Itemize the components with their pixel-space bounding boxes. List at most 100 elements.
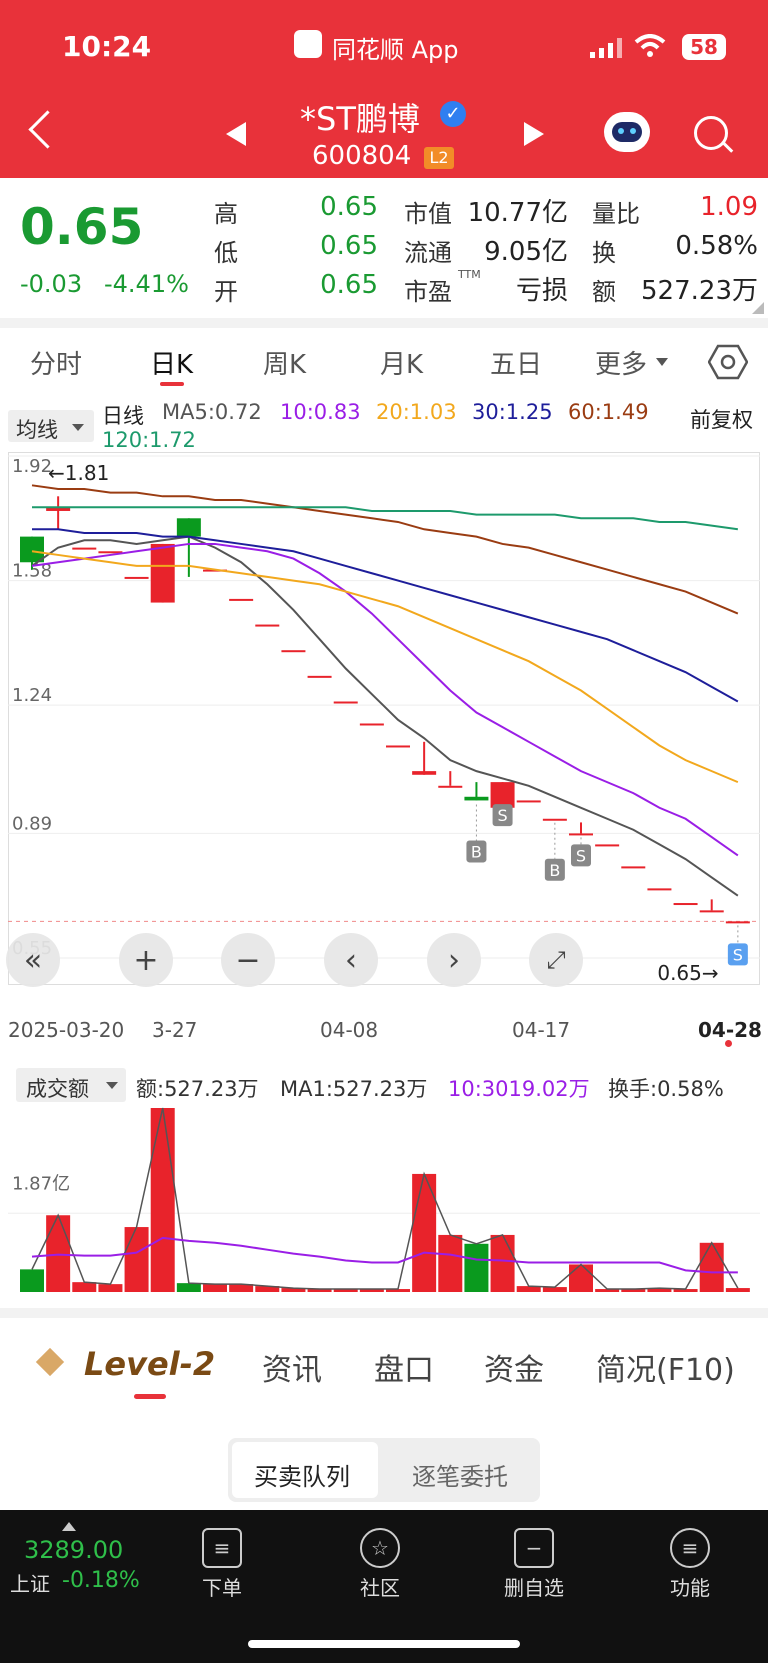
search-icon[interactable] <box>694 116 728 150</box>
tab-weekly[interactable]: 周K <box>263 350 307 380</box>
index-change: -0.18% <box>62 1568 140 1593</box>
low-value: 0.65 <box>320 231 378 261</box>
tab-news[interactable]: 资讯 <box>262 1353 322 1388</box>
amount-value: 527.23万 <box>641 276 758 306</box>
candle-body <box>72 547 97 550</box>
quote-panel: 0.65 -0.03 -4.41% 高 低 开 0.65 0.65 0.65 市… <box>0 178 768 318</box>
robot-assistant-icon[interactable] <box>604 112 650 152</box>
candle-body <box>464 796 489 801</box>
tab-intraday[interactable]: 分时 <box>30 350 83 380</box>
volume-bar <box>438 1234 463 1292</box>
tab-funds[interactable]: 资金 <box>484 1353 544 1388</box>
segment-queue-label: 买卖队列 <box>254 1463 350 1491</box>
volume-bar <box>124 1227 149 1292</box>
volume-bar <box>673 1289 698 1292</box>
verified-icon: ✓ <box>440 101 466 127</box>
scroll-right-icon[interactable]: › <box>427 933 481 987</box>
adjust-mode[interactable]: 前复权 <box>690 408 753 432</box>
signal-badge <box>466 840 487 863</box>
signal-label: S <box>576 846 586 865</box>
candle-body <box>333 701 358 704</box>
vol-ratio-label: 量比 <box>592 200 640 228</box>
x-tick: 04-08 <box>320 1018 379 1042</box>
volume-y-tick: 1.87亿 <box>12 1174 70 1195</box>
candle-body <box>595 844 620 847</box>
segment-queue[interactable] <box>232 1442 378 1498</box>
price-change-pct: -4.41% <box>104 270 189 298</box>
settings-hexagon-icon[interactable] <box>707 344 749 384</box>
tab-monthly[interactable]: 月K <box>380 350 424 380</box>
candle-body <box>490 782 515 808</box>
candle-body <box>98 551 123 554</box>
signal-badge <box>492 804 513 827</box>
tab-more[interactable]: 更多 <box>595 350 648 380</box>
mcap-label: 市值 <box>404 200 452 228</box>
status-time: 10:24 <box>62 30 152 63</box>
candle-body <box>412 771 437 775</box>
battery-icon: 58 <box>682 34 726 60</box>
signal-label: B <box>549 861 560 880</box>
volume-bar <box>699 1242 724 1292</box>
ma60-value: 60:1.49 <box>568 400 649 424</box>
tab-orderbook[interactable]: 盘口 <box>374 1353 434 1388</box>
candle-body <box>438 785 463 788</box>
index-value[interactable]: 3289.00 <box>24 1536 124 1564</box>
pe-value: 亏损 <box>515 276 568 306</box>
ma-line-MA5 <box>31 535 739 897</box>
rewind-icon[interactable]: « <box>6 933 60 987</box>
volume-bar <box>490 1234 515 1292</box>
ma5-value: MA5:0.72 <box>162 400 262 424</box>
home-indicator <box>248 1640 520 1648</box>
tab-five-day[interactable]: 五日 <box>490 350 543 380</box>
x-tick: 04-28 <box>698 1018 762 1042</box>
low-label: 低 <box>214 239 238 267</box>
nav-order[interactable]: ≡ 下单 <box>172 1520 272 1601</box>
star-badge-icon: ☆ <box>360 1528 400 1568</box>
candlestick-chart[interactable]: 1.921.581.240.890.55BSBSS←1.810.65→ <box>8 452 760 1002</box>
level-badge: L2 <box>424 147 454 169</box>
index-up-caret-icon <box>62 1522 76 1531</box>
volume-bar <box>542 1287 567 1292</box>
nav-community[interactable]: ☆ 社区 <box>330 1520 430 1601</box>
tab-level2[interactable]: Level-2 <box>84 1345 216 1383</box>
candle-body <box>647 888 672 891</box>
float-value: 9.05亿 <box>484 237 568 267</box>
high-value: 0.65 <box>320 192 378 222</box>
turnover-label: 换 <box>592 239 616 267</box>
ma30-value: 30:1.25 <box>472 400 553 424</box>
signal-badge <box>727 943 748 966</box>
candle-body <box>673 903 698 906</box>
min-price-marker: 0.65→ <box>657 961 718 985</box>
fullscreen-icon[interactable]: ⤢ <box>529 933 583 987</box>
tab-f10[interactable]: 简况(F10) <box>596 1353 735 1388</box>
candle-body <box>229 598 254 601</box>
segment-orders-label[interactable]: 逐笔委托 <box>412 1463 508 1491</box>
candle-body <box>386 745 410 748</box>
volume-bar <box>516 1286 541 1292</box>
more-caret-icon <box>656 358 668 366</box>
zoom-out-icon[interactable]: − <box>221 933 275 987</box>
volume-bar <box>569 1264 593 1292</box>
nav-remove-watch[interactable]: − 删自选 <box>484 1520 584 1601</box>
vol-ratio-value: 1.09 <box>700 192 758 222</box>
scroll-left-icon[interactable]: ‹ <box>324 933 378 987</box>
volume-bar <box>98 1284 123 1292</box>
mcap-value: 10.77亿 <box>467 198 568 228</box>
tab-daily[interactable]: 日K <box>150 350 194 380</box>
expand-corner-icon[interactable] <box>752 302 764 314</box>
price-change: -0.03 <box>20 270 83 298</box>
back-icon[interactable] <box>28 110 67 149</box>
candle-body <box>150 543 175 603</box>
divider <box>0 1308 768 1318</box>
index-name: 上证 <box>10 1572 50 1596</box>
volume-chart[interactable]: 1.87亿 <box>8 1104 760 1296</box>
candle-body <box>569 833 593 836</box>
prev-stock-icon[interactable] <box>226 122 246 146</box>
x-tick: 3-27 <box>152 1018 198 1042</box>
nav-functions[interactable]: ≡ 功能 <box>640 1520 740 1601</box>
next-stock-icon[interactable] <box>524 122 544 146</box>
zoom-in-icon[interactable]: + <box>119 933 173 987</box>
ma-selector-caret-icon <box>72 424 84 431</box>
turnover-value: 0.58% <box>675 231 758 261</box>
volume-bar <box>621 1289 646 1292</box>
